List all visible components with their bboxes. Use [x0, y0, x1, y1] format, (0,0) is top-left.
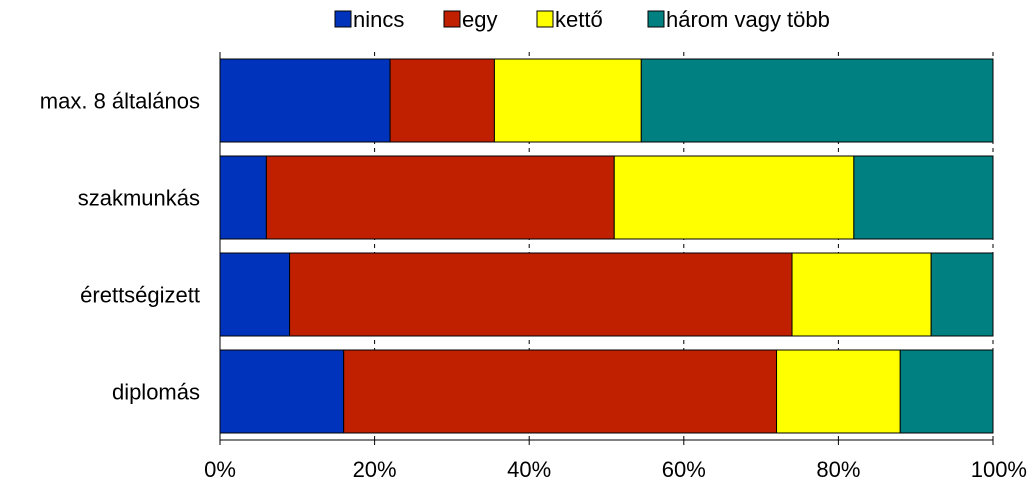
- bar-erettsegizett-harom-vagy-tobb: [930, 252, 994, 337]
- legend-item-harom-vagy-tobb: három vagy több: [647, 7, 830, 32]
- y-label-diplomas: diplomás: [112, 380, 200, 405]
- legend-swatch-ketto: [536, 10, 554, 28]
- legend-swatch-harom-vagy-tobb: [647, 10, 665, 28]
- bar-max-8-altalanos-egy: [389, 58, 495, 143]
- legend-label-harom-vagy-tobb: három vagy több: [666, 7, 830, 32]
- legend-item-ketto: kettő: [536, 7, 603, 32]
- bar-diplomas-nincs: [219, 349, 345, 434]
- bar-szakmunkas-harom-vagy-tobb: [853, 155, 994, 240]
- x-tick-label-0: 0%: [204, 457, 236, 482]
- y-label-szakmunkas: szakmunkás: [78, 186, 200, 211]
- y-label-erettsegizett: érettségizett: [80, 283, 200, 308]
- bar-erettsegizett-nincs: [219, 252, 291, 337]
- legend-swatch-egy: [443, 10, 461, 28]
- legend-item-egy: egy: [443, 7, 497, 32]
- x-tick-label-100: 100%: [971, 457, 1027, 482]
- legend-label-nincs: nincs: [353, 7, 404, 32]
- bar-szakmunkas-egy: [265, 155, 615, 240]
- x-tick-label-80: 80%: [816, 457, 860, 482]
- x-axis-labels: 0% 20% 40% 60% 80% 100%: [204, 457, 1027, 482]
- bar-szakmunkas-ketto: [613, 155, 855, 240]
- bar-erettsegizett-ketto: [791, 252, 932, 337]
- bar-diplomas-ketto: [776, 349, 901, 434]
- legend: nincs egy kettő három vagy több: [334, 7, 830, 32]
- legend-item-nincs: nincs: [334, 7, 404, 32]
- x-tick-label-40: 40%: [507, 457, 551, 482]
- bar-diplomas-harom-vagy-tobb: [899, 349, 994, 434]
- bar-max-8-altalanos-ketto: [493, 58, 642, 143]
- x-tick-label-20: 20%: [353, 457, 397, 482]
- bar-max-8-altalanos-nincs: [219, 58, 391, 143]
- bar-max-8-altalanos-harom-vagy-tobb: [640, 58, 994, 143]
- y-label-max-8-altalanos: max. 8 általános: [40, 89, 200, 114]
- y-axis-labels: max. 8 általános szakmunkás érettségizett d…: [40, 89, 200, 405]
- legend-label-egy: egy: [462, 7, 497, 32]
- legend-label-ketto: kettő: [555, 7, 603, 32]
- bar-szakmunkas-nincs: [219, 155, 267, 240]
- legend-swatch-nincs: [334, 10, 352, 28]
- bar-erettsegizett-egy: [289, 252, 793, 337]
- x-tick-label-60: 60%: [662, 457, 706, 482]
- bar-diplomas-egy: [343, 349, 778, 434]
- bars: [219, 58, 994, 434]
